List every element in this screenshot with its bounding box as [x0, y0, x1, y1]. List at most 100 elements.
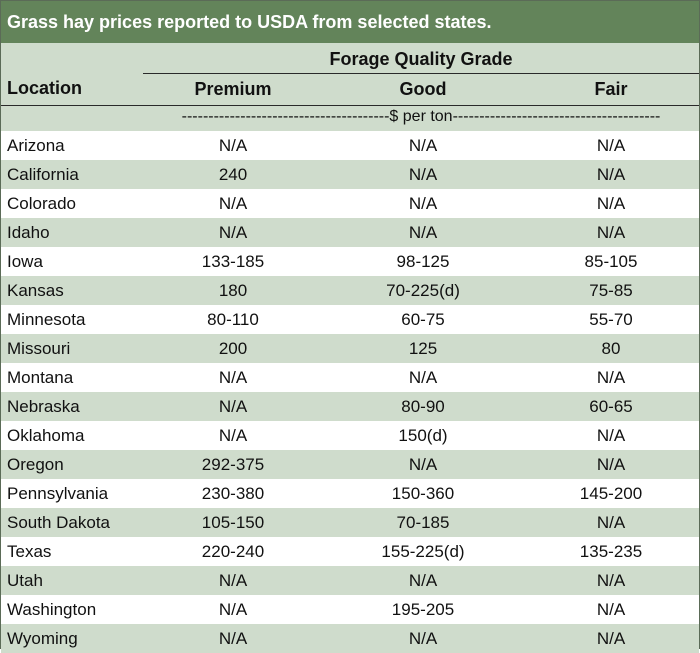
table-row: Washington N/A 195-205 N/A: [1, 595, 699, 624]
fair-cell: N/A: [596, 368, 626, 387]
good-cell: 70-225(d): [386, 281, 460, 300]
good-cell: 150(d): [398, 426, 448, 445]
premium-cell: 292-375: [201, 455, 265, 474]
location-cell: Arizona: [7, 136, 65, 155]
premium-cell: 105-150: [201, 513, 265, 532]
fair-cell: N/A: [596, 571, 626, 590]
fair-cell: 85-105: [584, 252, 638, 271]
table-title: Grass hay prices reported to USDA from s…: [1, 1, 699, 43]
good-cell: 60-75: [401, 310, 445, 329]
location-cell: Idaho: [7, 223, 50, 242]
fair-cell: N/A: [596, 513, 626, 532]
table-row: Pennsylvania 230-380 150-360 145-200: [1, 479, 699, 508]
table-row: South Dakota 105-150 70-185 N/A: [1, 508, 699, 537]
table-row: Arizona N/A N/A N/A: [1, 131, 699, 160]
forage-quality-group-header: Forage Quality Grade: [329, 49, 513, 69]
location-cell: Utah: [7, 571, 43, 590]
units-label: ---------------------------------------$…: [181, 108, 661, 125]
header-rule: [1, 105, 699, 106]
table-row: Oklahoma N/A 150(d) N/A: [1, 421, 699, 450]
table-row: Oregon 292-375 N/A N/A: [1, 450, 699, 479]
premium-cell: N/A: [218, 426, 248, 445]
table-row: Minnesota 80-110 60-75 55-70: [1, 305, 699, 334]
good-cell: 125: [408, 339, 438, 358]
good-cell: N/A: [408, 571, 438, 590]
fair-cell: N/A: [596, 629, 626, 648]
premium-column-header: Premium: [194, 79, 272, 99]
table-row: Montana N/A N/A N/A: [1, 363, 699, 392]
location-cell: Washington: [7, 600, 97, 619]
table-row: Texas 220-240 155-225(d) 135-235: [1, 537, 699, 566]
fair-cell: N/A: [596, 165, 626, 184]
good-cell: N/A: [408, 165, 438, 184]
good-cell: N/A: [408, 629, 438, 648]
premium-cell: N/A: [218, 629, 248, 648]
table-row: Missouri 200 125 80: [1, 334, 699, 363]
good-cell: N/A: [408, 223, 438, 242]
location-cell: Colorado: [7, 194, 76, 213]
fair-cell: 60-65: [589, 397, 633, 416]
fair-cell: 55-70: [589, 310, 633, 329]
good-cell: N/A: [408, 368, 438, 387]
fair-cell: N/A: [596, 194, 626, 213]
premium-cell: 240: [218, 165, 248, 184]
fair-column-header: Fair: [594, 79, 628, 99]
location-cell: Iowa: [7, 252, 43, 271]
premium-cell: N/A: [218, 223, 248, 242]
premium-cell: 133-185: [201, 252, 265, 271]
good-cell: 70-185: [396, 513, 450, 532]
fair-cell: N/A: [596, 223, 626, 242]
fair-cell: N/A: [596, 136, 626, 155]
premium-cell: N/A: [218, 600, 248, 619]
fair-cell: 80: [601, 339, 621, 358]
location-cell: Minnesota: [7, 310, 86, 329]
good-cell: N/A: [408, 136, 438, 155]
header-band: [1, 43, 699, 131]
fair-cell: 135-235: [579, 542, 643, 561]
table-row: California 240 N/A N/A: [1, 160, 699, 189]
table-row: Colorado N/A N/A N/A: [1, 189, 699, 218]
table-row: Kansas 180 70-225(d) 75-85: [1, 276, 699, 305]
group-header-rule: [143, 73, 699, 74]
table-row: Iowa 133-185 98-125 85-105: [1, 247, 699, 276]
good-cell: 98-125: [396, 252, 450, 271]
good-cell: 150-360: [391, 484, 455, 503]
premium-cell: N/A: [218, 571, 248, 590]
good-cell: 155-225(d): [381, 542, 465, 561]
premium-cell: 220-240: [201, 542, 265, 561]
table-body: Arizona N/A N/A N/A California 240 N/A N…: [1, 131, 699, 653]
fair-cell: 75-85: [589, 281, 633, 300]
location-cell: Montana: [7, 368, 74, 387]
location-cell: Kansas: [7, 281, 64, 300]
good-cell: N/A: [408, 194, 438, 213]
location-column-header: Location: [7, 78, 82, 98]
fair-cell: N/A: [596, 455, 626, 474]
premium-cell: 200: [218, 339, 248, 358]
good-cell: N/A: [408, 455, 438, 474]
fair-cell: N/A: [596, 426, 626, 445]
table-row: Idaho N/A N/A N/A: [1, 218, 699, 247]
location-cell: Oklahoma: [7, 426, 85, 445]
table-row: Utah N/A N/A N/A: [1, 566, 699, 595]
premium-cell: 80-110: [207, 310, 259, 329]
fair-cell: N/A: [596, 600, 626, 619]
premium-cell: N/A: [218, 397, 248, 416]
premium-cell: N/A: [218, 136, 248, 155]
location-cell: Pennsylvania: [7, 484, 109, 503]
premium-cell: N/A: [218, 194, 248, 213]
location-cell: Texas: [7, 542, 52, 561]
premium-cell: N/A: [218, 368, 248, 387]
premium-cell: 230-380: [201, 484, 265, 503]
location-cell: Oregon: [7, 455, 64, 474]
location-cell: South Dakota: [7, 513, 111, 532]
premium-cell: 180: [218, 281, 248, 300]
location-cell: Nebraska: [7, 397, 80, 416]
table-row: Wyoming N/A N/A N/A: [1, 624, 699, 653]
fair-cell: 145-200: [579, 484, 643, 503]
good-cell: 80-90: [401, 397, 445, 416]
good-column-header: Good: [399, 79, 447, 99]
location-cell: Wyoming: [7, 629, 78, 648]
table-row: Nebraska N/A 80-90 60-65: [1, 392, 699, 421]
good-cell: 195-205: [391, 600, 455, 619]
